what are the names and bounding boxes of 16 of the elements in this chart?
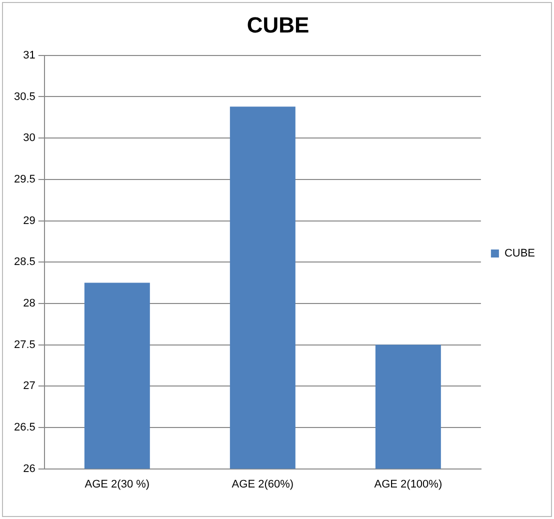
y-tick-label: 28.5 [14, 256, 36, 268]
y-tick-label: 26 [23, 462, 36, 475]
y-tick-label: 31 [23, 49, 36, 62]
y-tick-label: 29 [23, 214, 36, 227]
y-tick-label: 27.5 [14, 338, 36, 351]
y-tick-label: 30.5 [14, 90, 36, 103]
y-tick-label: 28 [23, 297, 36, 310]
y-tick-label: 27 [23, 380, 36, 392]
y-tick-label: 29.5 [14, 173, 36, 186]
legend-label: CUBE [504, 248, 535, 260]
y-tick-label: 26.5 [14, 421, 36, 434]
chart-title: CUBE [246, 12, 310, 38]
x-tick-label: AGE 2(60%) [232, 478, 294, 490]
y-tick-label: 30 [23, 132, 36, 144]
x-tick-label: AGE 2(30 %) [84, 478, 150, 490]
x-tick-label: AGE 2(100%) [374, 478, 442, 490]
